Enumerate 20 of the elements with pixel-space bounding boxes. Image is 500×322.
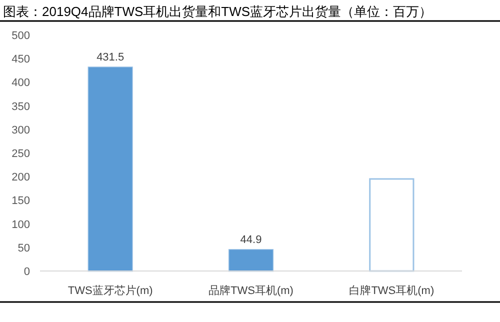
y-tick-label: 0 [24, 266, 30, 278]
y-tick-label: 100 [12, 218, 30, 231]
y-tick-label: 450 [12, 54, 30, 66]
y-tick-label: 150 [12, 195, 30, 208]
chart-title: 图表：2019Q4品牌TWS耳机出货量和TWS蓝牙芯片出货量（单位：百万） [3, 4, 432, 19]
bar [88, 66, 133, 272]
data-label: 44.9 [240, 234, 262, 246]
y-tick-label: 50 [18, 242, 30, 254]
data-label: 431.5 [96, 51, 124, 64]
x-tick-label: TWS蓝牙芯片(m) [68, 284, 153, 297]
y-tick-label: 300 [12, 124, 30, 136]
y-tick-label: 200 [12, 172, 30, 184]
x-tick-label: 品牌TWS耳机(m) [208, 285, 294, 297]
y-tick-label: 250 [12, 148, 30, 160]
bar [228, 249, 274, 272]
y-tick-label: 350 [12, 100, 30, 113]
x-tick-label: 白牌TWS耳机(m) [349, 285, 434, 297]
y-tick-label: 400 [12, 77, 30, 90]
y-tick-label: 500 [12, 30, 30, 42]
bar [369, 178, 414, 272]
